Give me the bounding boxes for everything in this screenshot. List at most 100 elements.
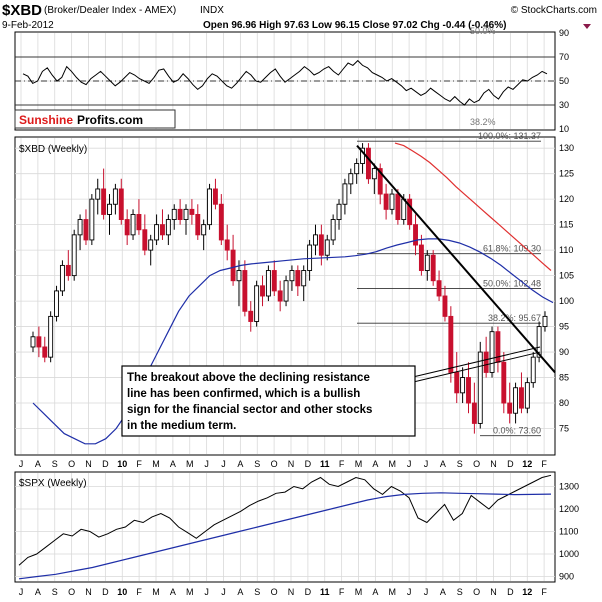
price-x-tick-label: N (490, 459, 497, 469)
candle-body (230, 249, 236, 282)
spx-x-tick-label: S (52, 587, 58, 597)
price-x-tick-label: D (507, 459, 514, 469)
candle-body (383, 193, 389, 210)
spx-moving-average (18, 492, 552, 580)
spx-x-tick-label: S (457, 587, 463, 597)
candle-body (183, 208, 189, 220)
candle-body (413, 224, 418, 246)
fib-level-label: 50.0%: 102.48 (483, 278, 541, 288)
watermark-box (14, 109, 176, 129)
price-x-tick-label: 11 (320, 459, 330, 469)
price-x-tick-label: M (355, 459, 363, 469)
price-tick-label: 105 (559, 271, 574, 281)
candle-body (142, 229, 148, 251)
spx-x-tick-label: A (372, 587, 378, 597)
candle-body (395, 193, 401, 220)
moving-average-short (32, 238, 554, 445)
spx-tick-label: 1100 (559, 527, 578, 537)
candle-body (330, 219, 336, 241)
candle-body (136, 214, 142, 231)
spx-x-tick-label: J (407, 587, 412, 597)
candle-body (189, 208, 195, 215)
spx-x-tick-label: M (186, 587, 194, 597)
price-tick-label: 125 (559, 169, 574, 179)
price-x-tick-label: N (288, 459, 295, 469)
spx-x-tick-label: D (305, 587, 312, 597)
candle-body (365, 147, 371, 180)
candle-body (307, 244, 313, 271)
price-tick-label: 75 (559, 424, 569, 434)
rsi-tick-label: 70 (559, 52, 569, 62)
candle-body (407, 198, 413, 226)
candle-body (360, 147, 366, 164)
candle-body (177, 208, 183, 220)
watermark-brand-black: Profits.com (77, 113, 143, 127)
spx-panel (14, 471, 556, 583)
annotation-line-1: The breakout above the declining resista… (127, 372, 370, 384)
source: © StockCharts.com (511, 5, 597, 16)
spx-x-tick-label: M (152, 587, 160, 597)
price-x-tick-label: O (473, 459, 480, 469)
price-x-tick-label: M (152, 459, 160, 469)
candle-body (283, 280, 289, 302)
moving-average-long (394, 142, 552, 271)
price-x-tick-label: F (339, 459, 345, 469)
spx-x-tick-label: M (355, 587, 363, 597)
price-x-tick-label: D (102, 459, 109, 469)
fib-level-label: 38.2%: 95.67 (488, 313, 541, 323)
price-tick-label: 90 (559, 347, 569, 357)
candle-body (536, 326, 542, 358)
price-x-tick-label: F (136, 459, 142, 469)
price-x-tick-label: M (389, 459, 397, 469)
candle-body (295, 270, 301, 287)
watermark-brand-red: Sunshine (19, 113, 73, 127)
candle-body (165, 219, 171, 236)
price-tick-label: 115 (559, 220, 573, 230)
price-x-tick-label: F (541, 459, 547, 469)
candle-body (324, 239, 330, 256)
candle-body (112, 188, 118, 205)
spx-x-tick-label: O (271, 587, 278, 597)
annotation-line-3: sign for the financial sector and other … (127, 404, 372, 416)
candle-body (218, 203, 224, 241)
candle-body (271, 270, 277, 292)
candle-body (71, 234, 77, 277)
price-x-tick-label: M (186, 459, 194, 469)
spx-tick-label: 1000 (559, 549, 579, 559)
candle-body (442, 295, 448, 317)
candle-body (519, 387, 524, 409)
candle-body (436, 280, 442, 297)
candle-body (389, 193, 395, 210)
candle-body (48, 315, 54, 358)
fib-level-label: 100.0%: 131.37 (478, 131, 541, 141)
candle-body (530, 356, 536, 384)
spx-tick-label: 1300 (559, 482, 579, 492)
spx-x-tick-label: 11 (320, 587, 330, 597)
candle-body (354, 163, 360, 175)
candle-body (30, 336, 36, 348)
candle-body (148, 239, 154, 251)
candle-body (254, 285, 260, 322)
spx-x-tick-label: F (541, 587, 547, 597)
rsi-level-label: 50.0% (470, 26, 496, 36)
spx-panel-title: $SPX (Weekly) (19, 478, 87, 489)
candle-body (489, 331, 495, 373)
price-x-tick-label: D (305, 459, 312, 469)
candle-body (83, 219, 89, 241)
price-panel-title: $XBD (Weekly) (19, 144, 87, 155)
fib-level-label: 0.0%: 73.60 (493, 426, 541, 436)
candle-body (124, 219, 130, 236)
pointer-line (414, 351, 541, 383)
candle-body (454, 372, 460, 394)
price-x-tick-label: S (52, 459, 58, 469)
candle-body (171, 208, 177, 220)
candle-body (207, 188, 213, 226)
date: 9-Feb-2012 (2, 20, 54, 31)
candle-body (201, 224, 207, 236)
price-x-tick-label: 12 (522, 459, 532, 469)
axis-layer: J A S O N D 10 F M A M J J A S O N D 11 F M A M J J A S O N D 12 FJ A S O N… (19, 28, 579, 597)
spx-x-tick-label: A (170, 587, 176, 597)
rsi-line (22, 59, 548, 106)
exchange: INDX (200, 5, 224, 16)
